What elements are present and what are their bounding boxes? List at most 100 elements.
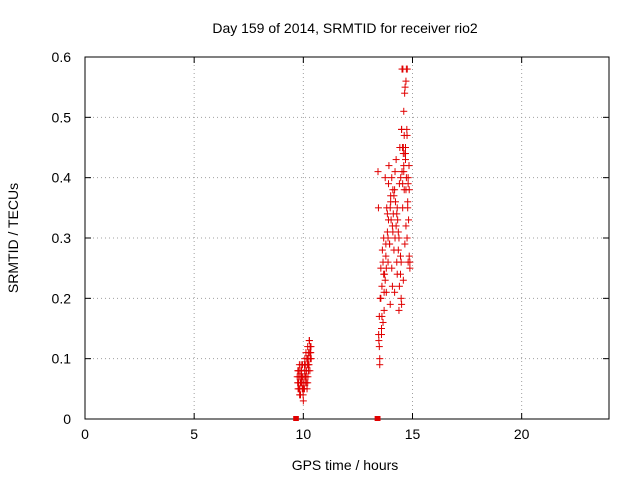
data-point [377, 325, 385, 332]
data-point [388, 222, 396, 230]
data-point [392, 156, 400, 164]
data-point [381, 174, 389, 182]
data-point [395, 234, 403, 242]
y-tick-label: 0.4 [52, 170, 72, 186]
data-point [382, 240, 390, 248]
data-point [400, 107, 408, 115]
data-point [380, 270, 388, 278]
data-point [389, 228, 397, 236]
data-point [379, 318, 387, 326]
data-point [384, 180, 392, 188]
data-point [398, 144, 406, 151]
y-tick-label: 0.2 [52, 290, 72, 306]
data-point [380, 288, 388, 296]
y-tick-label: 0.3 [52, 230, 72, 246]
data-point [375, 343, 383, 351]
data-point [307, 355, 315, 363]
data-point [306, 343, 314, 351]
data-point [382, 252, 390, 260]
data-point [399, 276, 407, 284]
data-point [405, 216, 413, 224]
y-tick-label: 0.1 [52, 351, 72, 367]
data-point [397, 294, 405, 302]
data-point [296, 391, 304, 399]
data-point [374, 168, 382, 176]
data-point [406, 264, 414, 272]
data-point [385, 162, 393, 170]
data-point [300, 385, 308, 393]
data-point [384, 216, 392, 224]
data-point [401, 89, 409, 97]
x-tick-label: 15 [405, 426, 421, 442]
data-point [391, 186, 399, 194]
data-point [294, 367, 302, 375]
data-point [394, 246, 402, 254]
zero-point [375, 416, 381, 421]
data-point [396, 270, 404, 278]
chart-title: Day 159 of 2014, SRMTID for receiver rio… [212, 20, 478, 36]
data-point [376, 361, 384, 369]
data-point [404, 174, 412, 182]
data-point [405, 162, 413, 170]
data-point [403, 125, 411, 133]
y-axis-label: SRMTID / TECUs [5, 183, 21, 293]
data-point [403, 65, 411, 73]
data-point [403, 234, 411, 242]
data-point [404, 180, 412, 188]
data-point [401, 83, 409, 91]
x-tick-label: 20 [514, 426, 530, 442]
data-point [388, 174, 396, 182]
data-point [397, 174, 405, 182]
data-point [378, 312, 386, 320]
data-point [383, 210, 391, 218]
data-point [375, 331, 383, 339]
data-point [307, 349, 315, 357]
data-point [400, 168, 408, 176]
data-point [394, 216, 402, 224]
data-point [304, 379, 312, 387]
y-tick-label: 0 [63, 411, 71, 427]
data-points [293, 65, 414, 421]
data-point [402, 222, 410, 230]
data-point [388, 282, 396, 290]
x-tick-label: 5 [190, 426, 198, 442]
data-point [404, 204, 412, 212]
data-point [391, 168, 399, 176]
data-point [382, 264, 390, 272]
data-point [386, 300, 394, 308]
y-tick-label: 0.5 [52, 109, 72, 125]
data-point [396, 252, 404, 260]
data-point [397, 258, 405, 266]
gridlines [85, 57, 609, 419]
data-point [390, 192, 398, 200]
data-point [399, 150, 407, 158]
data-point [378, 246, 386, 254]
axis-ticks: 0 5 10 15 20 0 0.1 0.2 0.3 0.4 0.5 0.6 [52, 49, 609, 442]
data-point [305, 337, 313, 345]
zero-point [293, 416, 299, 421]
data-point [393, 204, 401, 212]
data-point [299, 397, 307, 405]
data-point [378, 282, 386, 290]
data-point [374, 204, 382, 212]
x-axis-label: GPS time / hours [292, 457, 399, 473]
data-point [405, 252, 413, 260]
x-tick-label: 0 [81, 426, 89, 442]
x-tick-label: 10 [296, 426, 312, 442]
data-point [404, 198, 412, 206]
data-point [384, 234, 392, 242]
data-point [379, 258, 387, 266]
data-point [380, 306, 388, 314]
plot-frame [84, 56, 610, 420]
data-point [381, 276, 389, 284]
data-point [406, 258, 414, 266]
data-point [391, 288, 399, 296]
data-point [398, 300, 406, 308]
data-point [402, 186, 410, 194]
data-point [387, 198, 395, 206]
data-point [402, 156, 410, 164]
y-tick-label: 0.6 [52, 49, 72, 65]
data-point [303, 361, 311, 369]
data-point [301, 367, 309, 375]
